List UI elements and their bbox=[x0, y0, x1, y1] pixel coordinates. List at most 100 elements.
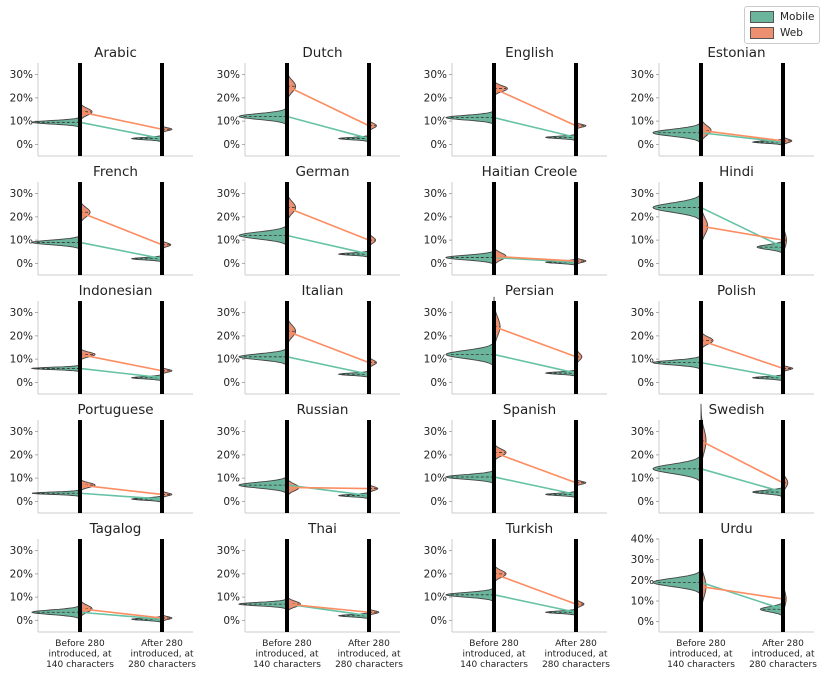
y-tick-label: 10% bbox=[424, 473, 447, 485]
x-tick-label-line: 280 characters bbox=[542, 660, 610, 670]
panel-swedish: Swedish 0% 10% 20% 30% bbox=[631, 402, 814, 514]
y-tick-label: 20% bbox=[217, 449, 240, 461]
y-tick-label: 10% bbox=[424, 235, 447, 247]
y-tick-label: 0% bbox=[223, 496, 240, 508]
x-tick-label-line: introduced, at bbox=[255, 650, 319, 660]
y-tick-label: 20% bbox=[631, 575, 654, 587]
y-tick-label: 30% bbox=[424, 545, 447, 557]
y-tick-label: 20% bbox=[424, 92, 447, 104]
y-tick-label: 0% bbox=[637, 258, 654, 270]
x-tick-label-before: Before 280 introduced, at 140 characters bbox=[253, 639, 321, 670]
series-line-mobile bbox=[493, 256, 577, 264]
x-tick-label-after: After 280 introduced, at 280 characters bbox=[335, 639, 403, 670]
y-tick-label: 20% bbox=[631, 211, 654, 223]
panel-title: Italian bbox=[302, 283, 344, 299]
x-tick-label-before: Before 280 introduced, at 140 characters bbox=[667, 639, 735, 670]
y-tick-label: 0% bbox=[637, 616, 654, 628]
x-tick-label-line: 140 characters bbox=[460, 660, 528, 670]
y-tick-label: 30% bbox=[217, 188, 240, 200]
series-line-mobile bbox=[700, 468, 784, 493]
panel-dutch: Dutch 0% 10% 20% 30% bbox=[217, 45, 400, 157]
x-tick-label-line: 280 characters bbox=[128, 660, 196, 670]
series-line-mobile bbox=[79, 492, 163, 500]
y-tick-label: 30% bbox=[424, 188, 447, 200]
panel-title: Polish bbox=[717, 283, 756, 299]
series-line-mobile bbox=[286, 234, 370, 255]
chart-legend: Mobile Web bbox=[744, 6, 820, 44]
panel-title: Russian bbox=[297, 402, 349, 418]
panel-title: Turkish bbox=[505, 521, 553, 537]
y-tick-label: 30% bbox=[631, 554, 654, 566]
series-line-web bbox=[79, 211, 163, 246]
x-tick-label-line: After 280 bbox=[348, 639, 390, 649]
y-tick-label: 0% bbox=[637, 139, 654, 151]
y-tick-label: 30% bbox=[217, 69, 240, 81]
panel-portuguese: Portuguese 0% 10% 20% 30% bbox=[10, 402, 193, 514]
y-tick-label: 20% bbox=[424, 568, 447, 580]
panel-persian: Persian 0% 10% 20% 30% bbox=[424, 283, 607, 395]
series-line-web bbox=[700, 225, 784, 241]
x-tick-label-line: After 280 bbox=[141, 639, 183, 649]
panel-arabic: Arabic 0% 10% 20% 30% bbox=[10, 45, 193, 157]
legend-swatch-web bbox=[750, 27, 774, 39]
y-tick-label: 10% bbox=[631, 473, 654, 485]
y-tick-label: 20% bbox=[424, 211, 447, 223]
x-tick-label-after: After 280 introduced, at 280 characters bbox=[542, 639, 610, 670]
panel-title: Hindi bbox=[719, 164, 754, 180]
y-tick-label: 0% bbox=[223, 258, 240, 270]
series-line-web bbox=[493, 325, 577, 358]
series-line-mobile bbox=[286, 356, 370, 376]
y-tick-label: 10% bbox=[217, 592, 240, 604]
y-tick-label: 10% bbox=[217, 354, 240, 366]
y-tick-label: 30% bbox=[631, 188, 654, 200]
x-tick-label-after: After 280 introduced, at 280 characters bbox=[749, 639, 817, 670]
series-line-web bbox=[493, 451, 577, 484]
x-tick-label-line: introduced, at bbox=[130, 650, 194, 660]
x-tick-label-line: introduced, at bbox=[544, 650, 608, 660]
series-line-mobile bbox=[79, 367, 163, 379]
panel-title: Spanish bbox=[503, 402, 556, 418]
y-tick-label: 20% bbox=[217, 92, 240, 104]
x-tick-label-line: 140 characters bbox=[667, 660, 735, 670]
y-tick-label: 0% bbox=[16, 615, 33, 627]
y-tick-label: 10% bbox=[10, 235, 33, 247]
y-tick-label: 10% bbox=[424, 592, 447, 604]
legend-item-web: Web bbox=[750, 26, 803, 40]
y-tick-label: 20% bbox=[424, 330, 447, 342]
y-tick-label: 10% bbox=[10, 592, 33, 604]
legend-label-mobile: Mobile bbox=[780, 11, 815, 23]
panel-title: German bbox=[295, 164, 349, 180]
x-tick-label-line: 280 characters bbox=[749, 660, 817, 670]
y-tick-label: 0% bbox=[430, 377, 447, 389]
series-line-mobile bbox=[79, 241, 163, 260]
y-tick-label: 30% bbox=[217, 307, 240, 319]
y-tick-label: 20% bbox=[631, 449, 654, 461]
y-tick-label: 10% bbox=[217, 235, 240, 247]
y-tick-label: 20% bbox=[631, 92, 654, 104]
panel-title: Arabic bbox=[94, 45, 137, 61]
series-line-web bbox=[493, 255, 577, 262]
x-tick-label-line: introduced, at bbox=[669, 650, 733, 660]
y-tick-label: 0% bbox=[16, 496, 33, 508]
panel-title: Estonian bbox=[707, 45, 765, 61]
series-line-mobile bbox=[700, 581, 784, 611]
panel-german: German 0% 10% 20% 30% bbox=[217, 164, 400, 276]
series-line-web bbox=[286, 206, 370, 241]
y-tick-label: 10% bbox=[217, 116, 240, 128]
x-tick-label-line: 140 characters bbox=[46, 660, 114, 670]
x-tick-label-before: Before 280 introduced, at 140 characters bbox=[460, 639, 528, 670]
series-line-mobile bbox=[79, 121, 163, 140]
x-tick-label-line: 140 characters bbox=[253, 660, 321, 670]
y-tick-label: 0% bbox=[637, 377, 654, 389]
y-tick-label: 30% bbox=[631, 426, 654, 438]
y-tick-label: 20% bbox=[10, 92, 33, 104]
y-tick-label: 30% bbox=[10, 188, 33, 200]
y-tick-label: 30% bbox=[631, 69, 654, 81]
x-tick-label-line: Before 280 bbox=[469, 639, 519, 649]
legend-label-web: Web bbox=[780, 27, 803, 39]
y-tick-label: 20% bbox=[631, 330, 654, 342]
